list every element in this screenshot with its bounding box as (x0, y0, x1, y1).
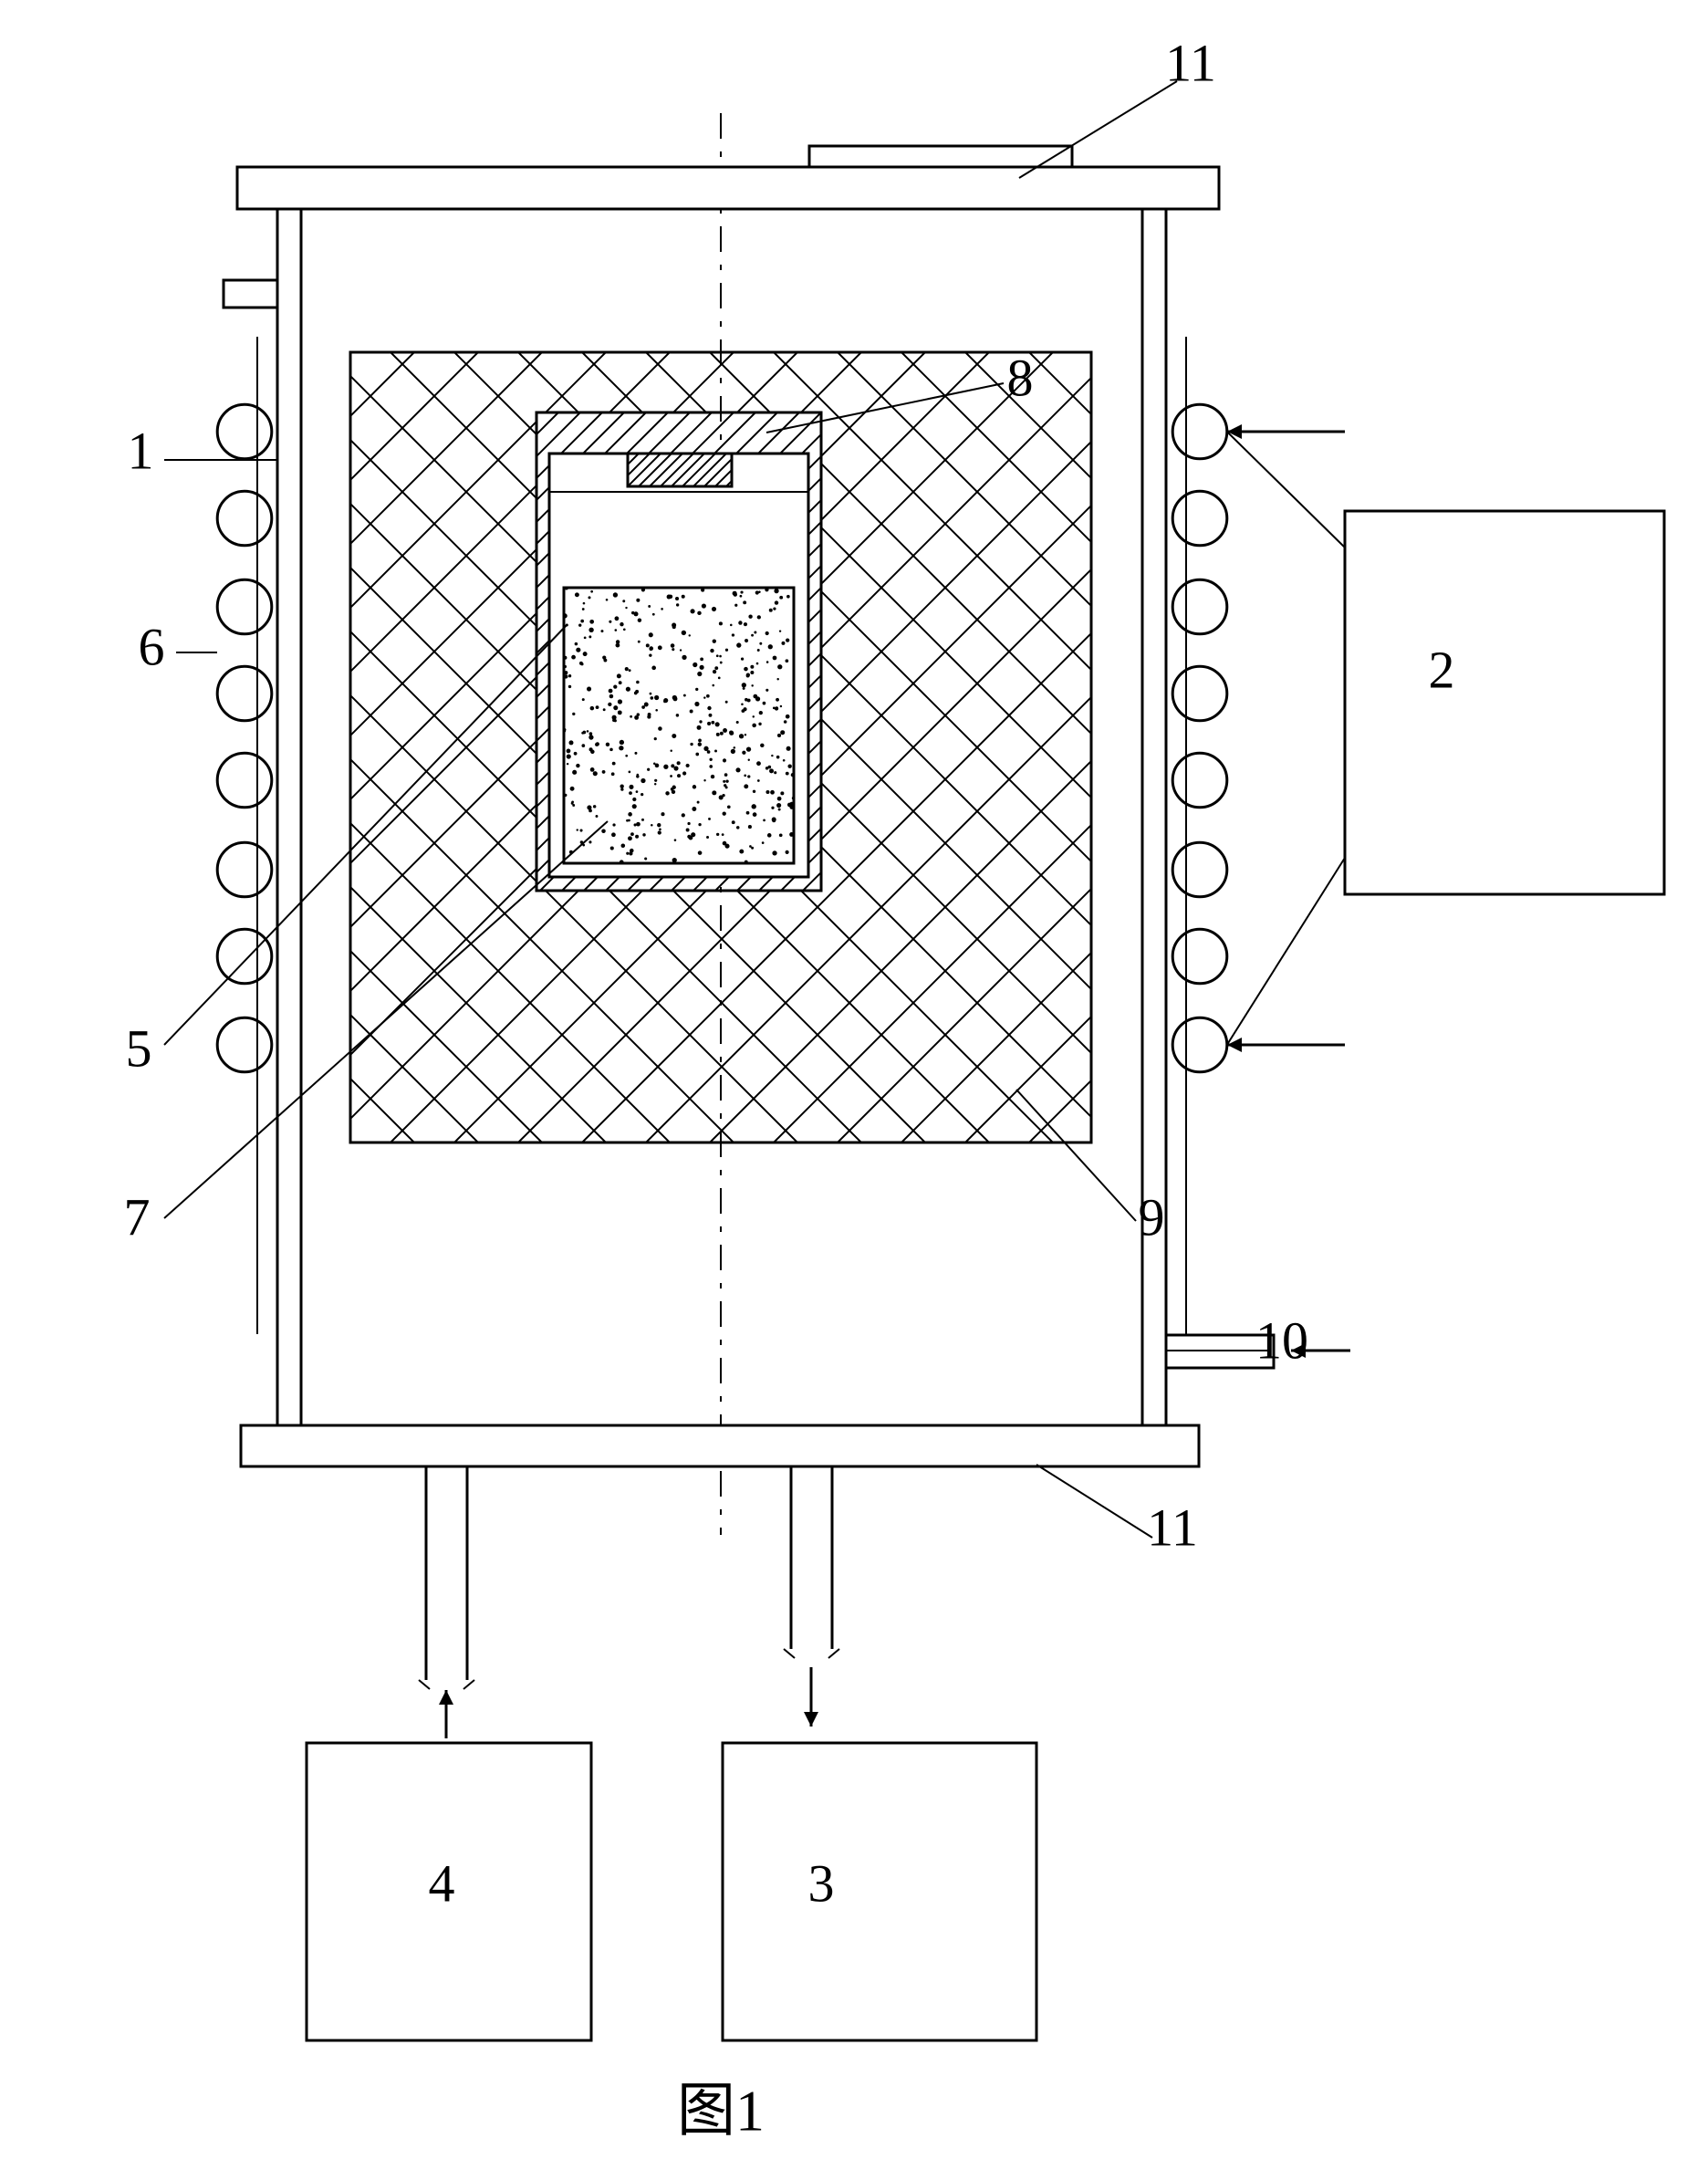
powder-fill (564, 588, 794, 863)
callout-3: 3 (808, 1853, 835, 1913)
insulation-hatch (0, 352, 1708, 1142)
coil-right (1172, 491, 1227, 546)
arrowhead-icon (1227, 424, 1242, 439)
top-relief-tab (809, 146, 1072, 167)
coil-right (1172, 1017, 1227, 1072)
leader-7 (164, 821, 608, 1218)
box-3 (723, 1743, 1036, 2040)
callout-5: 5 (126, 1018, 152, 1078)
callout-1: 1 (128, 421, 154, 480)
callout-11_top: 11 (1165, 33, 1216, 92)
coil-right (1172, 404, 1227, 459)
bottom-plate (241, 1425, 1199, 1466)
leader-9 (1016, 1090, 1136, 1221)
callout-4: 4 (429, 1853, 455, 1913)
coil-right (1172, 753, 1227, 808)
coil-left (217, 666, 272, 721)
schematic-figure: 111862579101143 图1 (0, 0, 1708, 2170)
callout-9: 9 (1139, 1187, 1165, 1247)
coil-left (217, 929, 272, 984)
callout-10: 10 (1255, 1310, 1308, 1370)
callout-11_bottom: 11 (1147, 1497, 1198, 1557)
arrowhead-icon (804, 1712, 818, 1727)
coil-left (217, 491, 272, 546)
main-layer: 111862579101143 (0, 33, 1708, 2040)
coil-right (1172, 842, 1227, 897)
callout-8: 8 (1007, 348, 1034, 407)
leader-8 (766, 383, 1004, 433)
coil-left (217, 753, 272, 808)
crucible-wall-hatch (58, 412, 1708, 891)
coil-right (1172, 666, 1227, 721)
callout-2: 2 (1429, 640, 1455, 699)
top-plate (237, 167, 1219, 209)
arrowhead-icon (439, 1690, 453, 1705)
coil-left (217, 842, 272, 897)
coil-right (1172, 579, 1227, 634)
coil-right (1172, 929, 1227, 984)
coil-left (217, 404, 272, 459)
coil-left (217, 1017, 272, 1072)
callout-7: 7 (124, 1187, 151, 1247)
box-2 (1345, 511, 1664, 894)
top-left-port (224, 280, 277, 308)
leader-11_bottom (1036, 1465, 1152, 1538)
figure-title: 图1 (677, 2079, 765, 2144)
callout-6: 6 (139, 617, 165, 676)
leader-11_top (1019, 81, 1177, 178)
coil-left (217, 579, 272, 634)
